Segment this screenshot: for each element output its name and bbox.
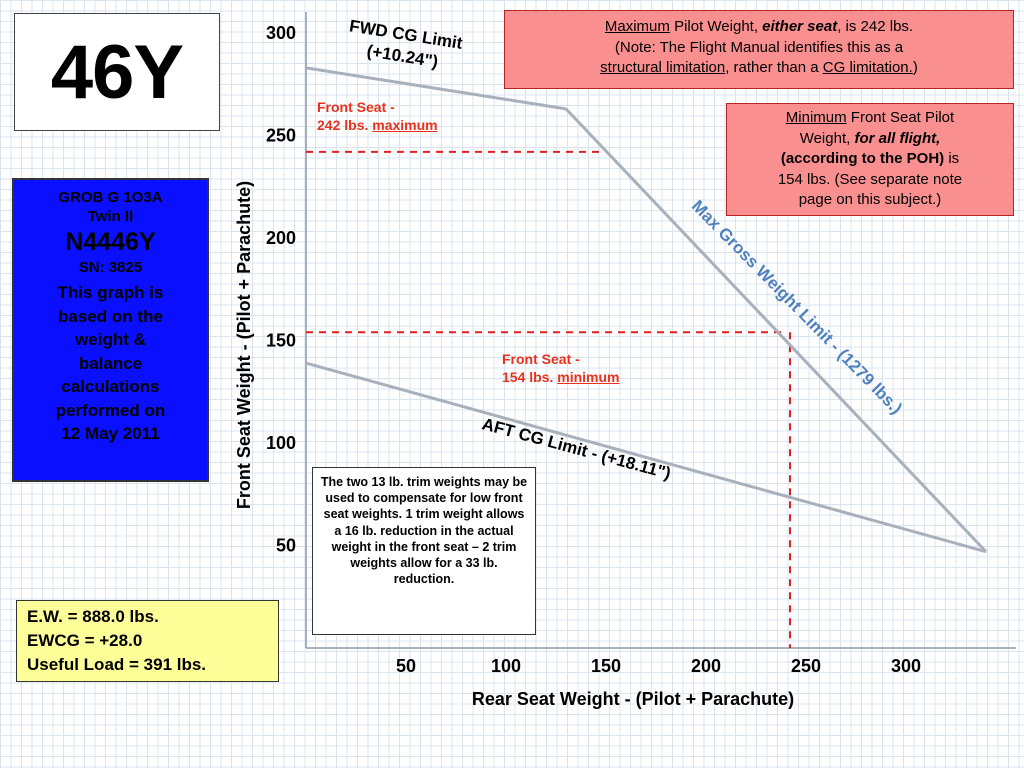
note-min-poh: (according to the POH) [780,150,945,167]
note-max-word: Maximum [604,18,670,35]
front-seat-max-word: maximum [372,117,438,133]
note-max-structural: structural limitation [600,59,726,76]
note-max-text: Pilot Weight, [669,18,763,35]
aircraft-note-line: weight & [75,330,146,349]
front-seat-max-label: Front Seat - 242 lbs. maximum [317,98,438,134]
trim-weight-note: The two 13 lb. trim weights may be used … [312,467,536,635]
reference-lines-layer [306,150,791,648]
note-min-text: Weight, [799,129,855,147]
empty-weight-cg: EWCG = +28.0 [27,631,143,650]
note-min-emphasis: for all flight, [854,129,941,147]
y-axis-label: Front Seat Weight - (Pilot + Parachute) [234,181,254,509]
max-pilot-weight-note: Maximum Pilot Weight, either seat, is 24… [504,10,1014,89]
aircraft-note-line: calculations [61,377,160,396]
y-tick-label: 50 [276,536,296,556]
aircraft-note-line: This graph is [57,283,164,302]
x-tick-label: 250 [791,656,821,676]
note-max-emphasis: either seat [762,18,838,35]
x-axis-label: Rear Seat Weight - (Pilot + Parachute) [472,689,794,709]
aircraft-note-line: 12 May 2011 [61,424,160,443]
weight-stats-panel: E.W. = 888.0 lbs. EWCG = +28.0 Useful Lo… [16,600,279,682]
aircraft-note: This graph is based on the weight & bala… [14,281,207,446]
front-seat-max-value: 242 lbs. [317,117,373,133]
front-seat-max-line1: Front Seat - [317,99,395,115]
note-min-text: Front Seat Pilot [846,109,955,126]
note-max-cg: CG limitation. [822,59,913,76]
y-tick-label: 200 [266,228,296,248]
series-layer [305,66,988,554]
aircraft-model: GROB G 1O3A [58,189,163,206]
x-tick-label: 50 [396,656,416,676]
x-tick-label: 100 [491,656,521,676]
note-min-text: is [944,150,960,167]
y-tick-label: 250 [266,126,296,146]
front-seat-min-label: Front Seat - 154 lbs. minimum [502,350,620,386]
aircraft-note-line: balance [78,353,143,373]
aircraft-title: 46Y [14,13,220,131]
x-tick-label: 200 [691,656,721,676]
aircraft-note-line: performed on [55,400,166,420]
aft-cg-limit-line [305,361,987,554]
useful-load: Useful Load = 391 lbs. [27,655,207,674]
axis-layer [305,12,1016,649]
aircraft-variant: Twin II [87,208,134,225]
y-tick-label: 100 [266,433,296,453]
note-max-text: , rather than a [725,59,823,76]
x-tick-label: 300 [891,656,921,676]
note-max-text: , is 242 lbs. [837,18,914,35]
max-gross-weight-line [564,107,988,553]
x-tick-label: 150 [591,656,621,676]
aircraft-info-panel: GROB G 1O3A Twin II N4446Y SN: 3825 This… [12,178,209,482]
y-tick-label: 150 [266,331,296,351]
fwd-cg-limit-label: FWD CG Limit(+10.24") [345,16,465,74]
note-min-line5: page on this subject.) [798,191,942,208]
front-seat-min-line1: Front Seat - [502,351,580,367]
front-seat-min-word: minimum [557,369,620,385]
aircraft-note-line: based on the [58,306,163,326]
note-min-word: Minimum [785,109,847,126]
note-max-line2: (Note: The Flight Manual identifies this… [614,38,904,56]
tick-labels-layer: 50 100 150 200 250 300 50 100 150 200 250 300 [266,23,921,676]
empty-weight: E.W. = 888.0 lbs. [27,607,159,626]
y-tick-label: 300 [266,23,296,43]
note-min-line4: 154 lbs. (See separate note [777,170,963,188]
note-max-text: ) [912,59,918,76]
aft-cg-limit-label: AFT CG Limit - (+18.11") [480,414,673,483]
aircraft-registration: N4446Y [65,228,156,256]
max-gross-weight-label: Max Gross Weight Limit - (1279 lbs.) [688,196,906,417]
fwd-cg-limit-line [305,66,567,111]
front-seat-min-value: 154 lbs. [502,369,558,385]
aircraft-serial: SN: 3825 [78,259,143,276]
min-front-seat-note: Minimum Front Seat Pilot Weight, for all… [726,103,1014,216]
